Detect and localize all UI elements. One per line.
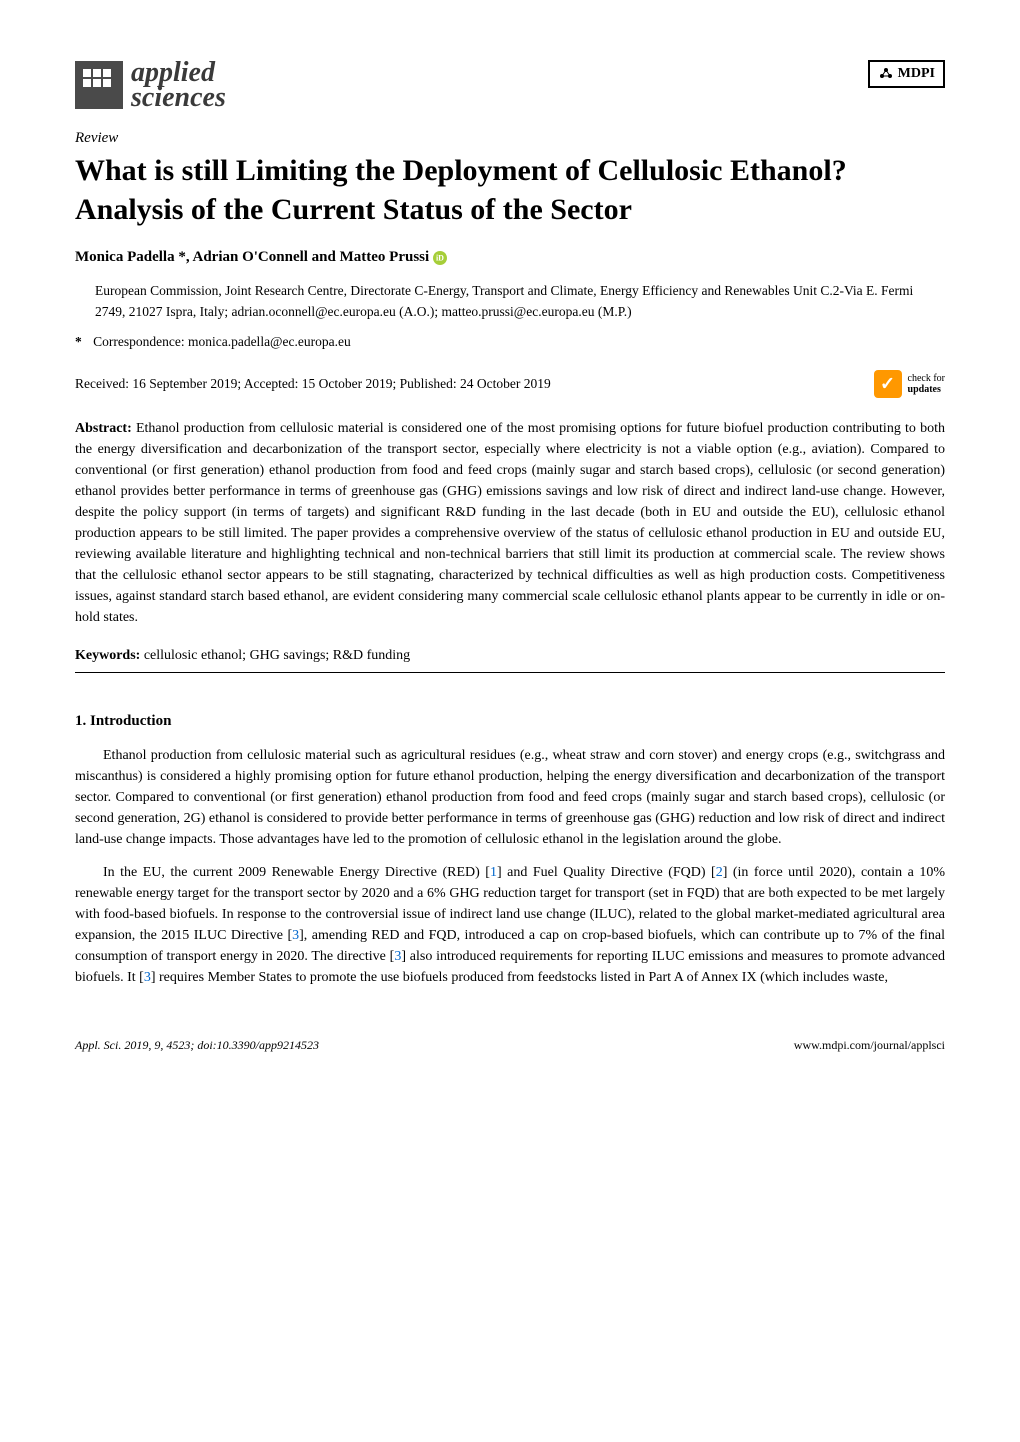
- orcid-icon[interactable]: [433, 251, 447, 265]
- section-heading: 1. Introduction: [75, 713, 945, 730]
- para2-text6: ] requires Member States to promote the …: [151, 970, 888, 985]
- check-text-bottom: updates: [908, 384, 945, 395]
- check-text-top: check for: [908, 373, 945, 384]
- footer-right[interactable]: www.mdpi.com/journal/applsci: [794, 1038, 945, 1053]
- intro-paragraph-1: Ethanol production from cellulosic mater…: [75, 745, 945, 850]
- ref-link-5[interactable]: 3: [144, 970, 151, 985]
- publisher-logo: MDPI: [868, 60, 945, 88]
- publisher-name: MDPI: [898, 66, 935, 82]
- article-title: What is still Limiting the Deployment of…: [75, 151, 945, 229]
- dates-row: Received: 16 September 2019; Accepted: 1…: [75, 370, 945, 398]
- correspondence-line: * Correspondence: monica.padella@ec.euro…: [75, 334, 945, 350]
- ref-link-2[interactable]: 2: [716, 865, 723, 880]
- para2-text1: In the EU, the current 2009 Renewable En…: [103, 865, 490, 880]
- check-icon: [874, 370, 902, 398]
- journal-logo: applied sciences: [75, 60, 226, 110]
- correspondence-text: Correspondence: monica.padella@ec.europa…: [93, 334, 351, 349]
- journal-name: applied sciences: [131, 60, 226, 110]
- section-divider: [75, 672, 945, 673]
- authors-text: Monica Padella *, Adrian O'Connell and M…: [75, 249, 429, 265]
- intro-paragraph-2: In the EU, the current 2009 Renewable En…: [75, 862, 945, 988]
- correspondence-star: *: [75, 334, 82, 349]
- affiliation-text: European Commission, Joint Research Cent…: [95, 281, 945, 322]
- publication-dates: Received: 16 September 2019; Accepted: 1…: [75, 376, 551, 392]
- journal-name-line2: sciences: [131, 85, 226, 110]
- keywords-block: Keywords: cellulosic ethanol; GHG saving…: [75, 648, 945, 664]
- authors-line: Monica Padella *, Adrian O'Connell and M…: [75, 249, 945, 266]
- ref-link-1[interactable]: 1: [490, 865, 497, 880]
- para2-text2: ] and Fuel Quality Directive (FQD) [: [497, 865, 716, 880]
- keywords-label: Keywords:: [75, 648, 140, 663]
- abstract-text: Ethanol production from cellulosic mater…: [75, 421, 945, 625]
- page-footer: Appl. Sci. 2019, 9, 4523; doi:10.3390/ap…: [75, 1038, 945, 1053]
- abstract-label: Abstract:: [75, 421, 132, 436]
- article-type-label: Review: [75, 130, 945, 147]
- check-updates-badge[interactable]: check for updates: [874, 370, 945, 398]
- check-updates-text: check for updates: [908, 373, 945, 395]
- keywords-text: cellulosic ethanol; GHG savings; R&D fun…: [140, 648, 410, 663]
- header-row: applied sciences MDPI: [75, 60, 945, 110]
- abstract-block: Abstract: Ethanol production from cellul…: [75, 418, 945, 628]
- footer-left: Appl. Sci. 2019, 9, 4523; doi:10.3390/ap…: [75, 1038, 319, 1053]
- journal-icon: [75, 61, 123, 109]
